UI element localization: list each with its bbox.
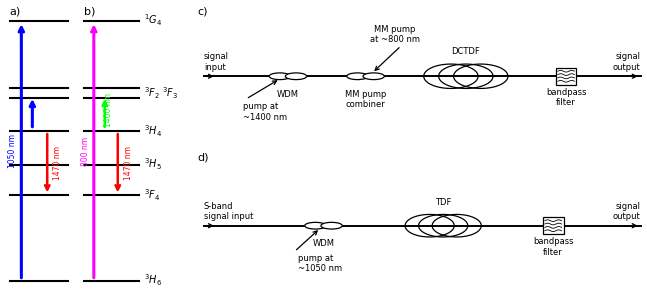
Bar	[556, 68, 576, 84]
Text: 1050 nm: 1050 nm	[8, 134, 17, 168]
Text: $^1G_4$: $^1G_4$	[144, 12, 162, 28]
Text: d): d)	[197, 152, 209, 163]
Text: WDM: WDM	[277, 90, 299, 99]
Text: pump at
~1050 nm: pump at ~1050 nm	[298, 254, 342, 274]
Text: MM pump
combiner: MM pump combiner	[345, 90, 386, 109]
Text: $^3H_5$: $^3H_5$	[144, 157, 162, 173]
Text: c): c)	[197, 6, 208, 16]
Text: bandpass
filter: bandpass filter	[533, 237, 573, 257]
Text: 1470 nm: 1470 nm	[53, 146, 62, 180]
Text: a): a)	[10, 6, 21, 16]
Text: TDF: TDF	[435, 198, 452, 207]
Text: S-band
signal input: S-band signal input	[204, 202, 253, 221]
Text: signal
output: signal output	[613, 202, 641, 221]
Text: WDM: WDM	[313, 239, 334, 249]
Text: 1400 nm: 1400 nm	[104, 93, 113, 127]
Ellipse shape	[285, 73, 307, 80]
Text: 800 nm: 800 nm	[81, 136, 90, 166]
Text: b): b)	[84, 6, 96, 16]
Ellipse shape	[363, 73, 384, 80]
Text: $^3H_4$: $^3H_4$	[144, 123, 162, 139]
Text: MM pump
at ~800 nm: MM pump at ~800 nm	[369, 25, 420, 44]
Text: $^3H_6$: $^3H_6$	[144, 273, 162, 289]
Text: DCTDF: DCTDF	[452, 46, 480, 56]
Ellipse shape	[269, 73, 291, 80]
Text: bandpass
filter: bandpass filter	[546, 88, 586, 107]
Text: $^3F_2$ $^3F_3$: $^3F_2$ $^3F_3$	[144, 85, 178, 101]
Text: $^3F_4$: $^3F_4$	[144, 187, 160, 203]
Ellipse shape	[305, 222, 326, 229]
Text: signal
input: signal input	[204, 52, 229, 72]
Bar	[543, 217, 564, 234]
Ellipse shape	[321, 222, 342, 229]
Text: 1470 nm: 1470 nm	[124, 146, 133, 180]
Ellipse shape	[347, 73, 368, 80]
Text: pump at
~1400 nm: pump at ~1400 nm	[243, 102, 287, 122]
Text: signal
output: signal output	[613, 52, 641, 72]
